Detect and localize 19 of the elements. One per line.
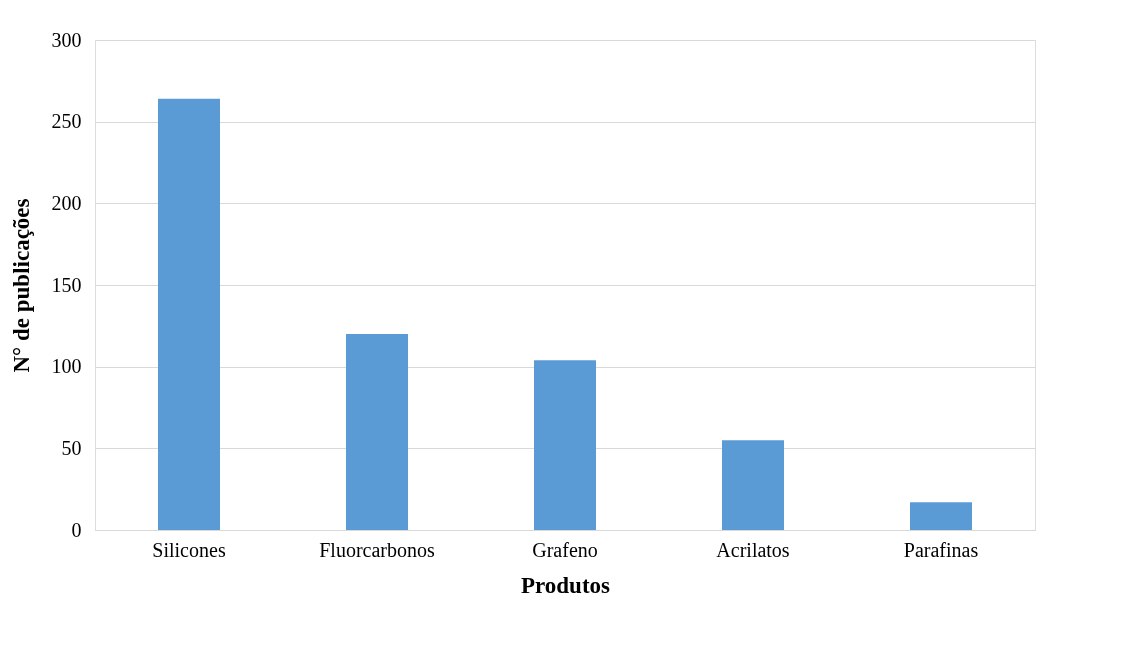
y-tick-label: 0 <box>71 518 82 541</box>
x-tick-label: Grafeno <box>532 538 598 561</box>
bar <box>158 98 220 530</box>
bar <box>346 334 408 530</box>
y-tick-label: 300 <box>51 28 82 51</box>
y-tick-label: 250 <box>51 110 82 133</box>
bar <box>910 502 972 530</box>
y-tick-label: 100 <box>51 355 82 378</box>
y-tick-label: 50 <box>61 436 82 459</box>
x-tick-label: Silicones <box>152 538 226 561</box>
x-tick-label: Fluorcarbonos <box>319 538 435 561</box>
y-tick-label: 150 <box>51 273 82 296</box>
y-axis-title: N° de publicações <box>8 198 34 373</box>
x-axis-title: Produtos <box>520 572 611 598</box>
bar <box>534 360 596 530</box>
y-tick-label: 200 <box>51 191 82 214</box>
x-tick-label: Acrilatos <box>716 538 790 561</box>
x-tick-label: Parafinas <box>903 538 979 561</box>
bar <box>722 440 784 530</box>
